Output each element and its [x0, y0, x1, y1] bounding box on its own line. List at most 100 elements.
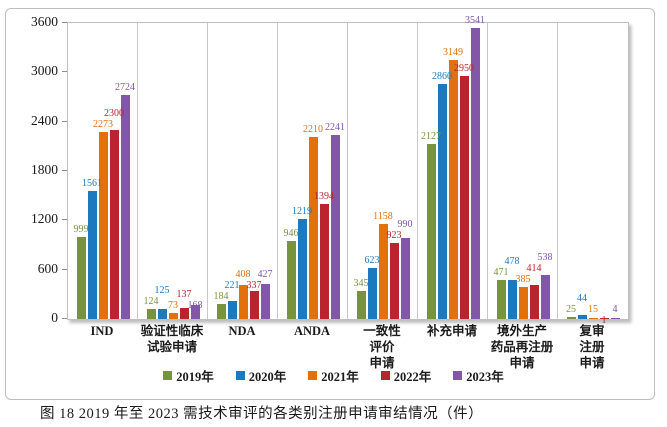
bar	[76, 236, 86, 319]
bar	[330, 134, 340, 319]
bar	[319, 204, 329, 319]
bar-value-label: 923	[386, 230, 402, 242]
category-label: IND	[90, 324, 114, 338]
category-label: 复审 注册 申请	[579, 324, 605, 370]
bar	[599, 318, 609, 319]
bar	[190, 305, 200, 319]
bar	[146, 308, 156, 319]
bar-value-label: 414	[526, 263, 542, 275]
bar	[448, 60, 458, 319]
bar-value-label: 1158	[373, 210, 393, 222]
bar	[507, 279, 517, 319]
bar	[87, 190, 97, 319]
bar-value-label: 1394	[314, 191, 334, 203]
bar	[216, 303, 226, 319]
bar-value-label: 25	[566, 303, 576, 315]
bar	[297, 218, 307, 319]
bar	[179, 307, 189, 319]
bar	[577, 315, 587, 319]
legend-label: 2019年	[176, 370, 214, 384]
y-axis-tick-label: 1800	[31, 162, 58, 177]
category-label: 补充申请	[426, 324, 477, 338]
legend: 2019年 2020年 2021年 2022年 2023年	[0, 366, 667, 385]
bar-value-label: 1561	[82, 177, 102, 189]
bar	[470, 27, 480, 319]
y-axis-tick-mark	[62, 71, 67, 73]
bar	[308, 137, 318, 319]
legend-swatch	[235, 371, 245, 380]
bar-value-label: 2300	[104, 108, 124, 120]
legend-label: 2021年	[321, 370, 359, 384]
bar	[168, 313, 178, 319]
bar	[356, 290, 366, 319]
category-label: 境外生产 药品再注册 申请	[490, 324, 554, 370]
legend-swatch	[163, 371, 173, 380]
category-cell: 345 623 1158 923 990	[348, 23, 418, 319]
bar-value-label: 946	[283, 228, 299, 240]
legend-item: 2019年	[163, 366, 214, 385]
bar	[610, 318, 620, 319]
category-label: 一致性 评价 申请	[363, 324, 401, 370]
bar-value-label: 3541	[465, 14, 485, 26]
y-axis-tick-mark	[62, 318, 67, 319]
bar-value-label: 478	[504, 256, 520, 268]
bar-value-label: 3149	[443, 47, 463, 59]
y-axis-tick-mark	[62, 268, 67, 270]
category-label: 验证性临床 试验申请	[140, 324, 204, 354]
bar	[109, 129, 119, 319]
legend-label: 2020年	[248, 370, 287, 384]
bar	[566, 316, 576, 319]
bar-value-label: 15	[588, 303, 598, 315]
bar	[238, 285, 248, 319]
legend-swatch	[380, 371, 390, 380]
bar-value-label: 221	[224, 279, 240, 291]
y-axis-tick-label: 2400	[31, 112, 58, 128]
bar-value-label: 2127	[421, 131, 441, 143]
bar	[518, 287, 528, 319]
bar	[437, 83, 447, 319]
category-cell: 999 1561 2273 2300 2724	[68, 23, 138, 319]
bar	[157, 308, 167, 319]
category-cell: 2127 2860 3149 2950 3541	[418, 15, 488, 319]
bar-value-label: 168	[187, 300, 203, 311]
legend-item: 2021年	[308, 366, 359, 385]
bar-value-label: 1219	[292, 205, 312, 217]
bar	[459, 76, 469, 319]
bar-value-label: 2210	[303, 124, 323, 136]
bar-value-label: 2860	[432, 70, 452, 82]
bar-value-label: 124	[143, 295, 159, 307]
bar	[120, 95, 130, 319]
bar	[260, 283, 270, 319]
bar-value-label: 345	[353, 277, 369, 289]
category-label: NDA	[228, 324, 256, 338]
plot-cells: 999 1561 2273 2300 2724 124 125 73 137 168 184 221 4…	[68, 15, 628, 325]
legend-item: 2023年	[453, 366, 504, 385]
bar-value-label: 2241	[325, 121, 345, 133]
legend-item: 2022年	[380, 366, 432, 385]
category-cell: 184 221 408 337 427	[208, 23, 278, 319]
bar-value-label: 999	[73, 223, 89, 235]
bar-value-label: 2273	[93, 119, 113, 131]
y-axis-tick-label: 3600	[31, 14, 58, 29]
bar-value-label: 2950	[454, 63, 474, 75]
y-axis-tick-label: 1200	[31, 211, 58, 227]
bar	[529, 284, 539, 319]
bar	[400, 237, 410, 319]
bar-value-label: 337	[246, 279, 262, 291]
bar-value-label: 427	[257, 268, 273, 280]
bar	[227, 300, 237, 319]
bar	[588, 317, 598, 319]
bar	[426, 144, 436, 319]
bar-value-label: 471	[493, 267, 509, 279]
category-cell: 124 125 73 137 168	[138, 23, 208, 319]
y-axis-tick-label: 0	[51, 310, 58, 325]
bar-value-label: 44	[577, 292, 587, 304]
legend-item: 2020年	[235, 366, 287, 385]
bar-value-label: 73	[168, 300, 178, 311]
y-axis-tick-mark	[62, 120, 67, 122]
bar	[249, 291, 259, 319]
legend-label: 2022年	[393, 370, 432, 384]
bar-value-label: 125	[154, 284, 170, 296]
bar	[286, 241, 296, 319]
